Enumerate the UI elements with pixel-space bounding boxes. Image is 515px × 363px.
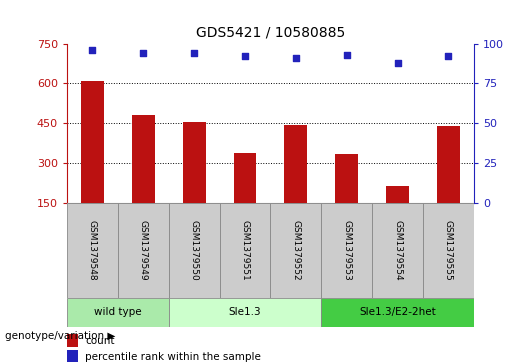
Bar: [169, 298, 321, 327]
Point: [342, 52, 351, 58]
Bar: [321, 298, 474, 327]
Bar: [321, 203, 372, 298]
Text: count: count: [85, 336, 114, 346]
Point: [139, 50, 147, 56]
Text: GSM1379553: GSM1379553: [342, 220, 351, 281]
Bar: [183, 122, 205, 203]
Point: [88, 47, 96, 53]
Bar: [132, 115, 154, 203]
Text: GSM1379548: GSM1379548: [88, 220, 97, 281]
Bar: [270, 203, 321, 298]
Text: Sle1.3: Sle1.3: [229, 307, 261, 317]
Bar: [423, 203, 474, 298]
Bar: [118, 203, 169, 298]
Bar: [372, 203, 423, 298]
Bar: [67, 298, 169, 327]
Bar: [67, 203, 118, 298]
Bar: [67, 350, 78, 362]
Bar: [219, 203, 270, 298]
Text: genotype/variation ▶: genotype/variation ▶: [5, 331, 115, 341]
Bar: [81, 81, 104, 203]
Point: [241, 53, 249, 59]
Point: [444, 53, 453, 59]
Bar: [284, 125, 307, 203]
Text: GSM1379551: GSM1379551: [241, 220, 249, 281]
Bar: [386, 186, 409, 203]
Point: [291, 55, 300, 61]
Text: Sle1.3/E2-2het: Sle1.3/E2-2het: [359, 307, 436, 317]
Text: GSM1379555: GSM1379555: [444, 220, 453, 281]
Bar: [67, 334, 78, 347]
Point: [393, 60, 402, 66]
Point: [190, 50, 198, 56]
Bar: [335, 154, 358, 203]
Bar: [233, 153, 256, 203]
Text: GSM1379549: GSM1379549: [139, 220, 148, 281]
Bar: [169, 203, 219, 298]
Text: GSM1379550: GSM1379550: [190, 220, 199, 281]
Text: wild type: wild type: [94, 307, 142, 317]
Title: GDS5421 / 10580885: GDS5421 / 10580885: [196, 26, 345, 40]
Text: percentile rank within the sample: percentile rank within the sample: [85, 352, 261, 362]
Text: GSM1379552: GSM1379552: [291, 220, 300, 281]
Text: GSM1379554: GSM1379554: [393, 220, 402, 281]
Bar: [437, 126, 460, 203]
